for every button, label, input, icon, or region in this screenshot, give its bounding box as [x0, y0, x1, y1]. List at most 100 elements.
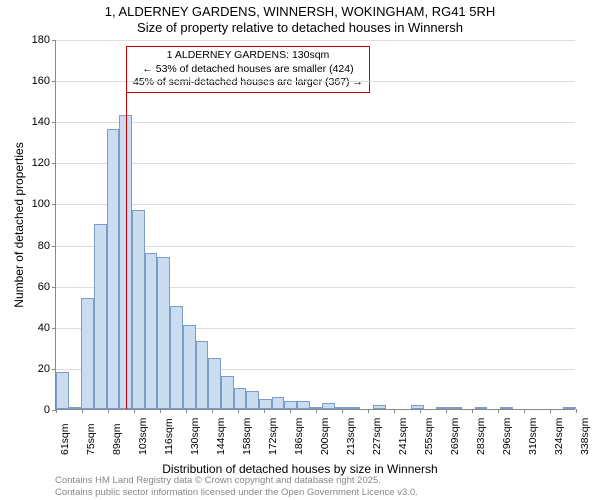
y-tick-label: 40 — [38, 322, 50, 334]
histogram-bar — [157, 257, 170, 409]
x-tick-label: 186sqm — [293, 418, 305, 455]
histogram-bar — [132, 210, 145, 409]
y-tick-label: 80 — [38, 240, 50, 252]
y-tick-label: 140 — [32, 116, 50, 128]
histogram-bar — [449, 407, 462, 409]
x-tick-label: 213sqm — [345, 418, 357, 455]
x-tick-mark — [550, 409, 551, 413]
histogram-bar — [322, 403, 335, 409]
chart-title-main: 1, ALDERNEY GARDENS, WINNERSH, WOKINGHAM… — [0, 4, 600, 19]
histogram-bar — [107, 129, 120, 409]
annotation-line2: ← 53% of detached houses are smaller (42… — [133, 63, 363, 77]
x-tick-mark — [212, 409, 213, 413]
histogram-bar — [183, 325, 196, 409]
histogram-bar — [196, 341, 209, 409]
annotation-line1: 1 ALDERNEY GARDENS: 130sqm — [133, 49, 363, 63]
x-tick-mark — [264, 409, 265, 413]
chart-title-sub: Size of property relative to detached ho… — [0, 20, 600, 35]
histogram-bar — [348, 407, 361, 409]
x-tick-label: 269sqm — [449, 418, 461, 455]
x-tick-mark — [290, 409, 291, 413]
x-tick-label: 255sqm — [423, 418, 435, 455]
x-tick-label: 324sqm — [553, 418, 565, 455]
annotation-box: 1 ALDERNEY GARDENS: 130sqm ← 53% of deta… — [126, 46, 370, 93]
x-tick-label: 310sqm — [527, 418, 539, 455]
x-tick-label: 61sqm — [59, 423, 71, 455]
histogram-bar — [259, 399, 272, 409]
x-tick-mark — [134, 409, 135, 413]
histogram-bar — [284, 401, 297, 409]
histogram-bar — [272, 397, 285, 409]
histogram-bar — [297, 401, 310, 409]
y-tick-mark — [52, 369, 56, 370]
histogram-bar — [208, 358, 221, 409]
histogram-bar — [69, 407, 82, 409]
x-tick-mark — [498, 409, 499, 413]
x-tick-mark — [82, 409, 83, 413]
x-tick-mark — [316, 409, 317, 413]
x-tick-label: 296sqm — [501, 418, 513, 455]
y-tick-mark — [52, 40, 56, 41]
y-tick-mark — [52, 328, 56, 329]
y-tick-label: 120 — [32, 157, 50, 169]
gridline — [56, 204, 575, 205]
histogram-bar — [411, 405, 424, 409]
histogram-bar — [246, 391, 259, 410]
x-tick-label: 130sqm — [189, 418, 201, 455]
histogram-bar — [170, 306, 183, 409]
plot-area: 1 ALDERNEY GARDENS: 130sqm ← 53% of deta… — [55, 40, 575, 410]
x-tick-label: 158sqm — [241, 418, 253, 455]
y-tick-label: 0 — [44, 404, 50, 416]
x-tick-mark — [524, 409, 525, 413]
histogram-bar — [563, 407, 576, 409]
x-tick-mark — [446, 409, 447, 413]
x-tick-label: 338sqm — [579, 418, 591, 455]
x-tick-mark — [238, 409, 239, 413]
x-tick-mark — [56, 409, 57, 413]
histogram-bar — [475, 407, 488, 409]
y-tick-label: 100 — [32, 198, 50, 210]
x-axis-label: Distribution of detached houses by size … — [0, 462, 600, 476]
histogram-bar — [145, 253, 158, 409]
x-tick-mark — [420, 409, 421, 413]
gridline — [56, 81, 575, 82]
x-tick-mark — [108, 409, 109, 413]
y-tick-mark — [52, 163, 56, 164]
gridline — [56, 163, 575, 164]
histogram-bar — [234, 388, 247, 409]
histogram-bar — [500, 407, 513, 409]
x-tick-label: 75sqm — [85, 423, 97, 455]
y-tick-label: 20 — [38, 363, 50, 375]
x-tick-mark — [160, 409, 161, 413]
x-tick-label: 103sqm — [137, 418, 149, 455]
y-tick-mark — [52, 246, 56, 247]
y-tick-mark — [52, 204, 56, 205]
histogram-bar — [373, 405, 386, 409]
y-tick-mark — [52, 81, 56, 82]
histogram-bar — [436, 407, 449, 409]
gridline — [56, 40, 575, 41]
y-tick-label: 160 — [32, 75, 50, 87]
histogram-bar — [81, 298, 94, 409]
y-tick-mark — [52, 287, 56, 288]
x-tick-mark — [394, 409, 395, 413]
histogram-bar — [56, 372, 69, 409]
y-tick-mark — [52, 122, 56, 123]
footer-line1: Contains HM Land Registry data © Crown c… — [55, 475, 418, 486]
x-tick-mark — [368, 409, 369, 413]
x-tick-label: 241sqm — [397, 418, 409, 455]
y-tick-label: 60 — [38, 281, 50, 293]
annotation-line3: 45% of semi-detached houses are larger (… — [133, 76, 363, 90]
x-tick-label: 200sqm — [319, 418, 331, 455]
x-tick-mark — [576, 409, 577, 413]
x-tick-label: 227sqm — [371, 418, 383, 455]
footer-line2: Contains public sector information licen… — [55, 487, 418, 498]
marker-line — [126, 68, 128, 409]
x-tick-label: 172sqm — [267, 418, 279, 455]
histogram-bar — [94, 224, 107, 409]
histogram-bar — [221, 376, 234, 409]
x-tick-mark — [186, 409, 187, 413]
x-tick-mark — [472, 409, 473, 413]
x-tick-label: 144sqm — [215, 418, 227, 455]
y-axis-label: Number of detached properties — [12, 142, 26, 307]
